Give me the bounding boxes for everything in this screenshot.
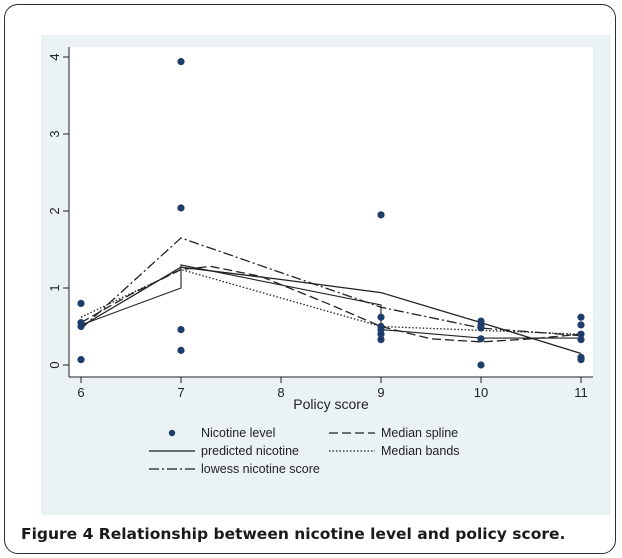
y-tick-label: 2 (47, 207, 62, 214)
x-tick-label: 11 (574, 385, 588, 400)
scatter-point (177, 204, 185, 212)
legend-label: Nicotine level (201, 426, 275, 440)
scatter-point (77, 299, 85, 307)
legend-marker-dot (168, 429, 176, 437)
y-tick-label: 0 (47, 361, 62, 368)
scatter-point (377, 313, 385, 321)
scatter-point (477, 335, 485, 343)
scatter-point (577, 313, 585, 321)
legend-label: Median bands (381, 444, 460, 458)
scatter-point (477, 317, 485, 325)
figure-caption-label: Figure 4 (21, 525, 94, 543)
scatter-point (77, 319, 85, 327)
x-tick-label: 9 (377, 385, 384, 400)
y-tick-label: 3 (47, 130, 62, 137)
x-tick-label: 10 (474, 385, 488, 400)
scatter-point (377, 211, 385, 219)
scatter-point (477, 361, 485, 369)
scatter-point (177, 58, 185, 66)
scatter-point (377, 335, 385, 344)
scatter-point (577, 330, 585, 338)
y-tick-label: 4 (47, 53, 62, 60)
legend-label: Median spline (381, 426, 458, 440)
figure-caption: Figure 4 Relationship between nicotine l… (21, 525, 621, 543)
x-tick-label: 7 (177, 385, 184, 400)
figure-caption-text: Relationship between nicotine level and … (98, 525, 566, 543)
legend-label: lowess nicotine score (201, 462, 320, 476)
legend-label: predicted nicotine (201, 444, 299, 458)
scatter-point (177, 325, 185, 334)
x-tick-label: 6 (77, 385, 84, 400)
scatter-point (577, 335, 585, 344)
plot-area (69, 47, 593, 377)
series-line-lowess-nicotine-score (80, 237, 582, 337)
scatter-point (177, 346, 185, 354)
y-tick-label: 1 (47, 284, 62, 291)
scatter-point (77, 356, 85, 364)
scatter-point (577, 353, 585, 361)
scatter-point (577, 321, 585, 329)
scatter-point (377, 322, 385, 331)
x-axis-title: Policy score (293, 396, 369, 412)
x-tick-label: 8 (277, 385, 284, 400)
